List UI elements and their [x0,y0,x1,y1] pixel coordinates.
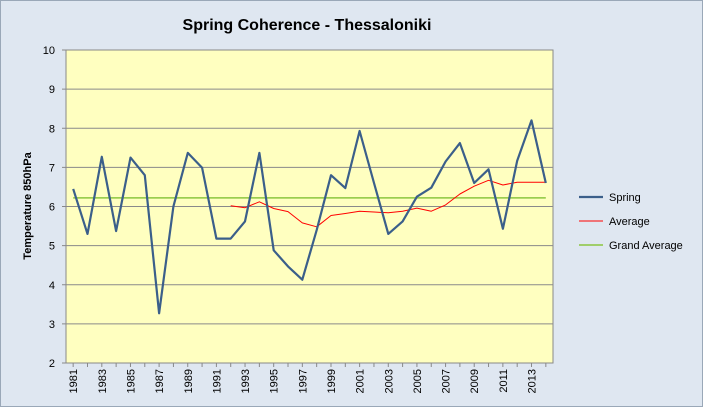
x-tick-label: 1987 [154,369,166,393]
y-tick-label: 2 [49,358,55,370]
x-tick-label: 1985 [125,369,137,393]
x-axis-ticks: 1981 1983 1985 1987 1989 1991 1993 1995 1997 1999… [68,363,547,393]
x-tick-label: 2003 [383,369,395,393]
y-tick-label: 6 [49,202,55,214]
x-tick-label: 2007 [441,369,453,393]
y-tick-label: 4 [49,280,55,292]
x-tick-label: 2001 [355,369,367,393]
series-line-spring [72,119,547,315]
x-tick-label: 1983 [97,369,109,393]
x-tick-label: 1981 [68,369,80,393]
x-tick-label: 1995 [269,369,281,393]
legend-label-spring: Spring [609,192,641,204]
legend-label-average: Average [609,216,650,228]
x-tick-label: 1993 [240,369,252,393]
x-tick-label: 1997 [297,369,309,393]
y-tick-label: 5 [49,241,55,253]
chart-title: Spring Coherence - Thessaloniki [183,17,432,34]
y-tick-label: 10 [43,45,55,57]
x-tick-label: 2009 [469,369,481,393]
series-line-average [230,179,546,228]
x-tick-label: 2013 [527,369,539,393]
x-tick-label: 2005 [412,369,424,393]
y-tick-label: 7 [49,162,55,174]
y-tick-label: 8 [49,123,55,135]
y-tick-label: 9 [49,84,55,96]
x-tick-label: 2011 [498,369,510,393]
y-axis-ticks: 2 3 4 5 6 7 8 9 10 [43,45,66,370]
legend-label-grand-average: Grand Average [609,240,683,252]
x-tick-label: 1989 [183,369,195,393]
y-axis-label: Temperature 850hPa [22,151,34,259]
x-tick-label: 1999 [326,369,338,393]
grid-lines [66,88,553,325]
legend: Spring Average Grand Average [579,192,683,252]
x-tick-label: 1991 [211,369,223,393]
y-tick-label: 3 [49,319,55,331]
series-lines [72,119,547,315]
